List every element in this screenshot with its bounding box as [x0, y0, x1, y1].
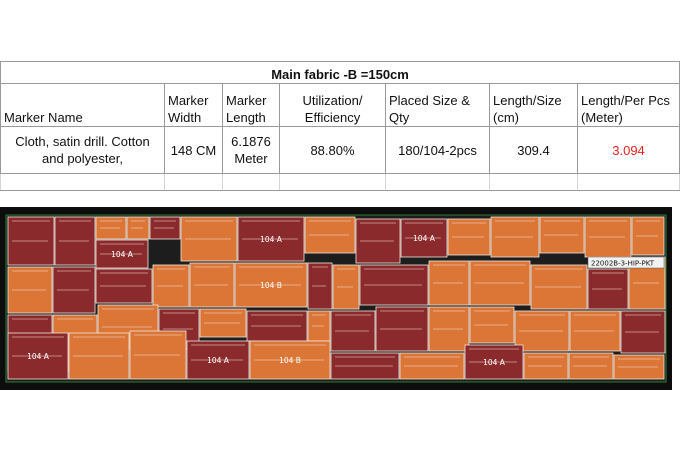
seam-line [519, 314, 565, 332]
pattern-tag-text: 22002B-3-HIP-PKT [591, 260, 655, 268]
seam-line [573, 356, 609, 367]
cell-placed-size: 180/104-2pcs [385, 126, 490, 174]
seam-line [185, 220, 233, 240]
marker-layout-image: 104 A 104 A 104 A 104 B 104 A 104 A 104 B 104 A… [0, 207, 672, 390]
seam-line [469, 348, 519, 363]
seam-line [528, 356, 564, 367]
header-marker-length: Marker Length [222, 83, 280, 127]
seam-line [251, 314, 303, 327]
seam-line [163, 312, 195, 330]
seam-line [452, 222, 486, 238]
cell-length-per-pcs: 3.094 [576, 126, 680, 174]
seam-line [204, 312, 242, 324]
seam-line [433, 264, 465, 284]
seam-line [433, 310, 465, 330]
seam-line [12, 336, 64, 357]
header-length-per-pcs: Length/Per Pcs (Meter) [576, 83, 680, 127]
seam-line [495, 220, 535, 238]
seam-line [574, 314, 616, 332]
cell-marker-length: 6.1876 Meter [222, 126, 280, 174]
seam-line [360, 222, 396, 242]
header-placed-size: Placed Size & Qty [385, 83, 490, 127]
marker-spec-sheet: Main fabric -B =150cm Marker Name Marker… [0, 61, 680, 191]
seam-line [239, 266, 303, 286]
seam-line [134, 334, 182, 356]
seam-line [57, 270, 91, 291]
piece-label: 104 A [483, 358, 506, 367]
seam-line [337, 268, 355, 288]
seam-line [404, 356, 460, 367]
seam-line [312, 314, 326, 327]
seam-line [100, 272, 148, 287]
seam-line [405, 222, 443, 239]
seam-line [309, 220, 351, 236]
seam-line [636, 220, 660, 237]
seam-line [364, 268, 424, 286]
marker-spec-table: Main fabric -B =150cm Marker Name Marker… [0, 61, 680, 191]
seam-line [191, 344, 245, 361]
seam-line [131, 220, 145, 229]
seam-line [335, 356, 395, 367]
seam-line [312, 266, 328, 287]
seam-line [154, 220, 176, 229]
seam-line [73, 336, 125, 357]
pattern-tag: 22002B-3-HIP-PKT [587, 256, 665, 269]
seam-line [12, 220, 50, 242]
table-title: Main fabric -B =150cm [0, 61, 680, 84]
seam-line [618, 358, 660, 368]
seam-line [474, 310, 510, 326]
piece-label: 104 B [279, 356, 301, 365]
piece-label: 104 B [260, 281, 282, 290]
piece-label: 104 A [413, 234, 436, 243]
piece-label: 104 A [207, 356, 230, 365]
seam-line [102, 308, 154, 328]
seam-line [12, 270, 48, 291]
seam-line [254, 344, 326, 361]
header-marker-name: Marker Name [0, 83, 165, 127]
seam-line [535, 268, 583, 288]
piece-label: 104 A [260, 235, 283, 244]
cell-efficiency: 88.80% [279, 126, 386, 174]
cell-marker-name: Cloth, satin drill. Cotton and polyester… [0, 126, 165, 174]
seam-line [589, 220, 627, 238]
seam-line [335, 314, 371, 332]
seam-line [242, 220, 300, 240]
seam-line [59, 220, 91, 242]
seam-line [157, 268, 185, 287]
piece-label: 104 A [27, 352, 50, 361]
header-utilization: Utilization/ Efficiency [279, 83, 386, 127]
seam-line [625, 314, 661, 333]
header-length-size: Length/Size (cm) [489, 83, 578, 127]
seam-line [592, 272, 624, 290]
cell-marker-width: 148 CM [164, 126, 223, 174]
seam-line [380, 310, 424, 330]
header-marker-width: Marker Width [164, 83, 223, 127]
seam-line [194, 266, 230, 286]
cell-length-size: 309.4 [489, 126, 578, 174]
seam-line [100, 220, 122, 229]
seam-line [544, 220, 580, 236]
seam-line [474, 264, 526, 284]
marker-layout-svg: 104 A 104 A 104 A 104 B 104 A 104 A 104 B 104 A… [0, 207, 672, 390]
seam-line [100, 243, 144, 255]
piece-label: 104 A [111, 250, 134, 259]
